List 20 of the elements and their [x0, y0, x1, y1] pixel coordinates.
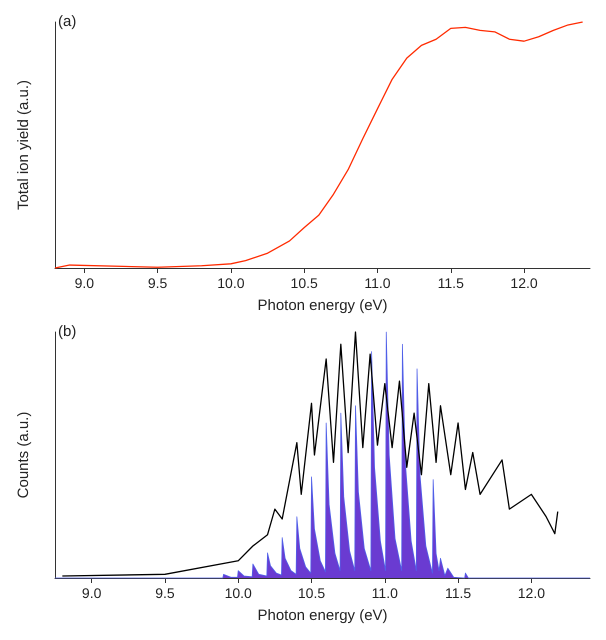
x-tick-label: 11.0 [364, 275, 391, 291]
x-tick-label: 10.0 [224, 585, 252, 601]
x-tick-label: 12.0 [510, 275, 538, 291]
x-tick-label: 12.0 [518, 585, 546, 601]
x-tick-label: 9.0 [74, 275, 94, 291]
x-axis-title: Photon energy (eV) [257, 607, 388, 624]
x-tick-label: 11.5 [438, 275, 464, 291]
x-tick-label: 9.5 [155, 585, 175, 601]
y-axis-title: Total ion yield (a.u.) [15, 80, 32, 210]
x-axis-title: Photon energy (eV) [257, 297, 388, 314]
x-tick-label: 10.5 [290, 275, 318, 291]
x-tick-label: 9.5 [148, 275, 168, 291]
annotation: (b) [58, 323, 76, 340]
x-tick-label: 10.5 [298, 585, 326, 601]
x-tick-label: 9.0 [82, 585, 102, 601]
x-tick-label: 11.5 [444, 585, 472, 601]
x-tick-label: 10.0 [217, 275, 245, 291]
y-axis-title: Counts (a.u.) [15, 412, 32, 498]
annotation: (a) [58, 13, 76, 30]
x-tick-label: 11.0 [372, 585, 398, 601]
